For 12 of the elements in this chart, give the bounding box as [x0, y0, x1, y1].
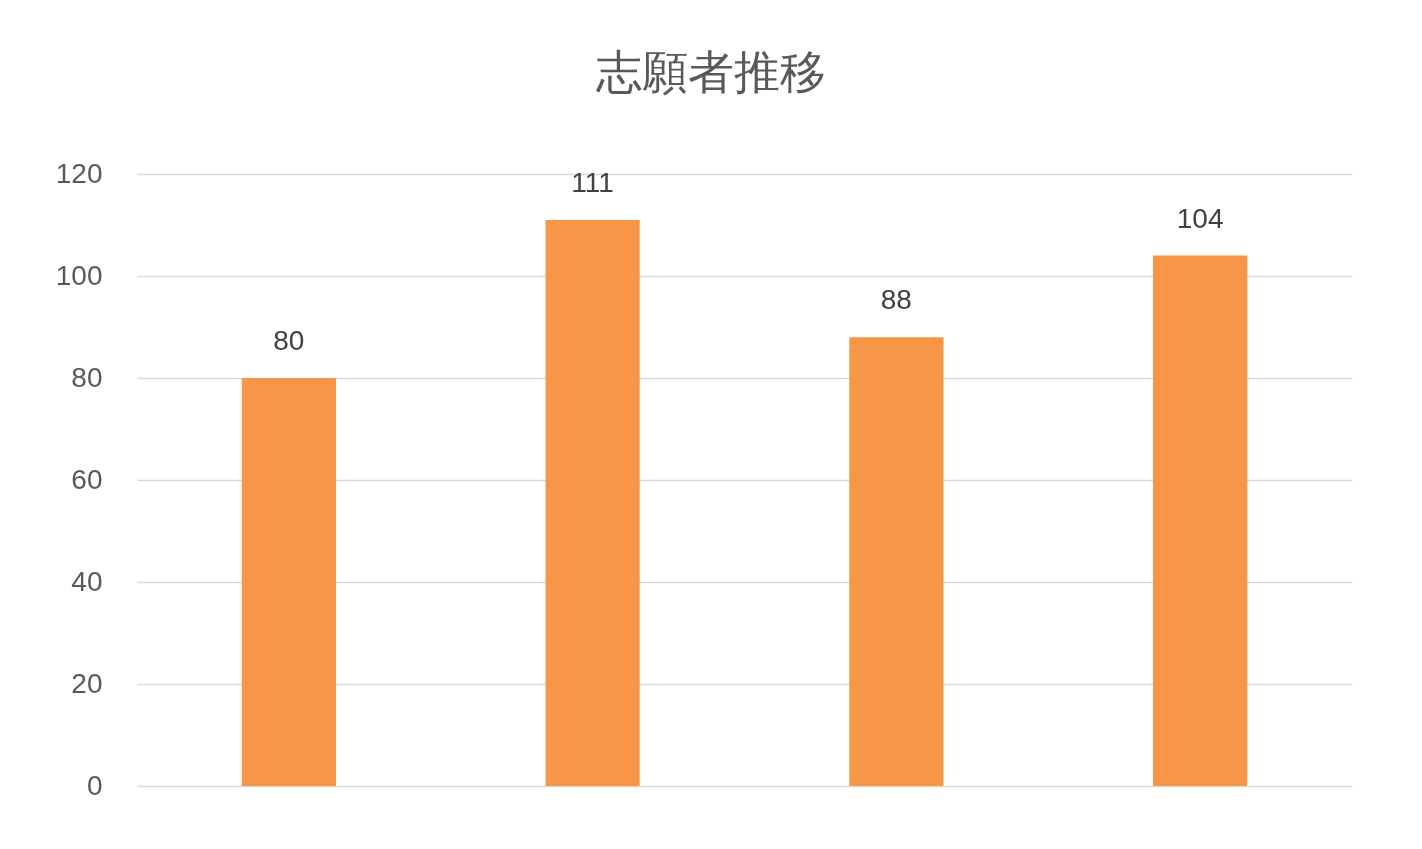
chart-title: 志願者推移: [595, 46, 826, 98]
y-tick-label: 0: [86, 769, 103, 801]
y-tick-label: 60: [71, 463, 103, 495]
data-label: 104: [1176, 202, 1224, 234]
y-tick-label: 40: [71, 565, 103, 597]
data-label: 80: [273, 325, 305, 356]
data-label: 88: [880, 284, 912, 316]
data-label: 111: [571, 166, 614, 198]
y-tick-label: 100: [55, 259, 103, 291]
y-tick-label: 120: [55, 157, 103, 189]
y-tick-label: 20: [71, 667, 103, 699]
y-tick-label: 80: [71, 361, 103, 393]
